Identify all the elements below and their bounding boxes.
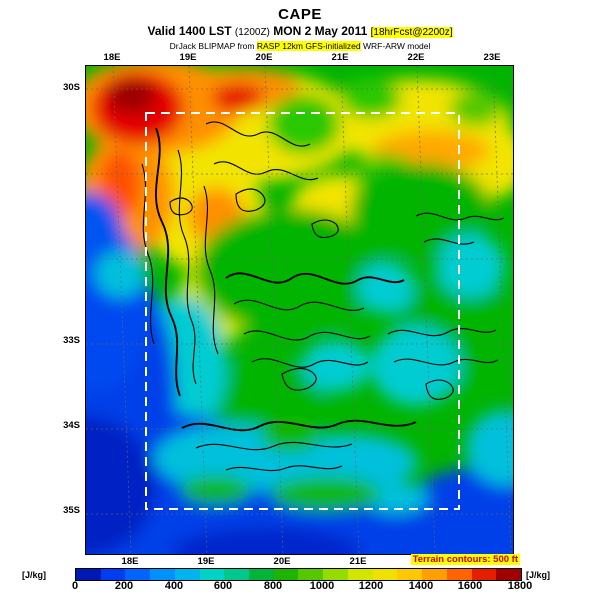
colorbar-segment [174, 569, 200, 580]
latlon-grid [86, 66, 513, 554]
colorbar-segment [397, 569, 423, 580]
colorbar-tick: 1000 [309, 580, 335, 592]
lat-label-left: 30S [63, 82, 80, 93]
lon-label-bottom: 20E [273, 556, 291, 567]
lon-label-top: 22E [407, 52, 425, 63]
colorbar-tick: 1400 [408, 580, 434, 592]
lon-label-bottom: 18E [121, 556, 139, 567]
nest-domain-box [145, 112, 460, 510]
forecast-hour-badge: [18hrFcst@2200z] [370, 27, 453, 38]
colorbar-tick: 0 [71, 580, 79, 592]
model-attribution-line: DrJack BLIPMAP from RASP 12km GFS-initia… [0, 41, 600, 51]
lat-label-left: 34S [63, 420, 80, 431]
valid-date-label: MON 2 May 2011 [273, 24, 368, 38]
valid-time-label: Valid 1400 LST [147, 24, 232, 38]
terrain-contours [141, 121, 505, 472]
lon-label-top: 20E [255, 52, 273, 63]
colorbar-tick: 400 [164, 580, 184, 592]
colorbar-tick: 1800 [507, 580, 533, 592]
colorbar-tick: 200 [114, 580, 134, 592]
lon-label-bottom: 21E [349, 556, 367, 567]
valid-time-line: Valid 1400 LST (1200Z) MON 2 May 2011 [1… [0, 24, 600, 38]
terrain-contours-note: Terrain contours: 500 ft [410, 554, 520, 565]
colorbar-segment [224, 569, 250, 580]
cape-map [85, 65, 514, 555]
cape-map-canvas [86, 66, 513, 554]
model-highlight: RASP 12km GFS-initialized [256, 41, 361, 51]
colorbar-segment [199, 569, 225, 580]
colorbar-segment [471, 569, 497, 580]
colorbar-segment [100, 569, 126, 580]
colorbar-tick: 1200 [358, 580, 384, 592]
colorbar-segment [372, 569, 398, 580]
colorbar-tick: 800 [263, 580, 283, 592]
lon-label-top: 21E [331, 52, 349, 63]
colorbar-segment [422, 569, 447, 580]
colorbar-segment [76, 569, 101, 580]
model-suffix: WRF-ARW model [363, 41, 431, 51]
colorbar-segment [249, 569, 274, 580]
page-title: CAPE [278, 6, 322, 23]
colorbar-segment [150, 569, 175, 580]
colorbar-segment [496, 569, 521, 580]
colorbar-tick: 1600 [457, 580, 483, 592]
model-prefix: DrJack BLIPMAP from [169, 41, 255, 51]
lon-label-bottom: 19E [197, 556, 215, 567]
lon-label-top: 18E [103, 52, 121, 63]
units-label-left: [J/kg] [22, 570, 47, 580]
cape-field [86, 66, 513, 554]
colorbar-segment [323, 569, 348, 580]
units-label-right: [J/kg] [526, 570, 551, 580]
lat-label-left: 33S [63, 335, 80, 346]
colorbar-segment [298, 569, 324, 580]
colorbar-tick: 600 [213, 580, 233, 592]
colorbar-segment [273, 569, 299, 580]
colorbar-segment [446, 569, 472, 580]
lon-label-top: 23E [483, 52, 501, 63]
lon-label-top: 19E [179, 52, 197, 63]
lat-label-left: 35S [63, 505, 80, 516]
colorbar-segment [347, 569, 373, 580]
colorbar-segment [125, 569, 151, 580]
colorbar-swatches [75, 568, 522, 581]
valid-zulu-label: (1200Z) [234, 27, 270, 38]
